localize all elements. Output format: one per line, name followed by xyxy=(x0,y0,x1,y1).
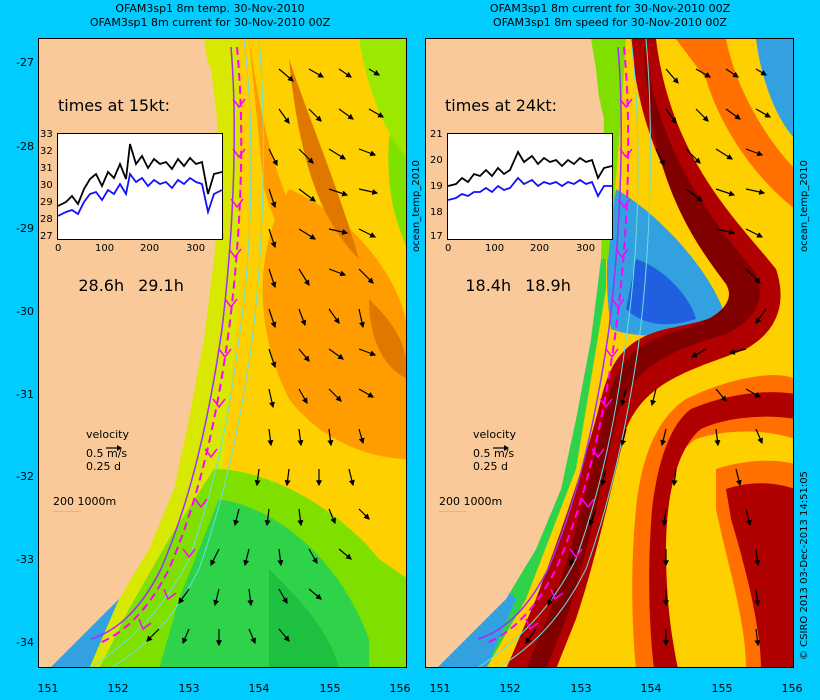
x-label: 154 xyxy=(248,682,270,695)
x-label: 154 xyxy=(640,682,662,695)
velocity-arrow-icon xyxy=(473,441,516,451)
side-label-right-map: ocean_temp_2010 xyxy=(799,160,810,252)
inset-xtick: 300 xyxy=(576,243,596,254)
velocity-arrow-icon xyxy=(86,441,129,451)
inset-ytick: 32 xyxy=(40,146,53,157)
inset-ytick: 27 xyxy=(40,231,53,242)
inset-ytick: 29 xyxy=(40,197,53,208)
right-times-values: 18.4h 18.9h xyxy=(445,256,599,316)
credit-label: © CSIRO 2013 03-Dec-2013 14:51:05 xyxy=(799,471,810,660)
velocity-speed: 0.5 m/s xyxy=(86,447,128,460)
left-contour-legend-line xyxy=(53,511,81,512)
y-label: -33 xyxy=(16,553,34,566)
x-label: 153 xyxy=(178,682,200,695)
left-velocity-legend: velocity 0.5 m/s 0.25 d xyxy=(86,428,129,473)
inset-xtick: 300 xyxy=(186,243,206,254)
right-title: OFAM3sp1 8m current for 30-Nov-2010 00Z … xyxy=(470,2,750,30)
inset-ytick: 19 xyxy=(430,181,443,192)
y-label: -30 xyxy=(16,305,34,318)
right-inset-chart xyxy=(447,133,613,240)
right-contour-legend: 200 1000m xyxy=(439,495,503,508)
y-label: -28 xyxy=(16,140,34,153)
x-label: 152 xyxy=(499,682,521,695)
right-best-value: 18.4h xyxy=(465,276,512,295)
left-times-values: 28.6h 29.1h xyxy=(58,256,212,316)
x-label: 155 xyxy=(319,682,341,695)
right-title-line2: OFAM3sp1 8m speed for 30-Nov-2010 00Z xyxy=(493,16,727,29)
standard-route-line xyxy=(90,46,235,640)
right-inset-plot xyxy=(447,150,613,201)
velocity-arrows xyxy=(146,68,385,647)
right-contour-legend-line xyxy=(439,511,467,512)
right-title-line1: OFAM3sp1 8m current for 30-Nov-2010 00Z xyxy=(489,2,731,15)
left-best-value: 28.6h xyxy=(78,276,125,295)
inset-ytick: 18 xyxy=(430,207,443,218)
inset-xtick: 0 xyxy=(445,243,452,254)
side-label-left-map: ocean_temp_2010 xyxy=(411,160,422,252)
left-contour-legend: 200 1000m xyxy=(53,495,117,508)
inset-ytick: 33 xyxy=(40,129,53,140)
x-label: 151 xyxy=(429,682,451,695)
right-velocity-legend: velocity 0.5 m/s 0.25 d xyxy=(473,428,516,473)
inset-xtick: 200 xyxy=(140,243,160,254)
y-label: -27 xyxy=(16,56,34,69)
left-standard-value: 29.1h xyxy=(138,276,184,295)
inset-ytick: 20 xyxy=(430,155,443,166)
x-label: 151 xyxy=(37,682,59,695)
x-label: 153 xyxy=(570,682,592,695)
left-inset-chart xyxy=(57,133,223,240)
y-label: -32 xyxy=(16,470,34,483)
y-label: -31 xyxy=(16,388,34,401)
velocity-label: velocity xyxy=(473,428,516,441)
x-label: 155 xyxy=(711,682,733,695)
inset-xtick: 0 xyxy=(55,243,62,254)
velocity-label: velocity xyxy=(86,428,129,441)
x-label: 152 xyxy=(107,682,129,695)
inset-ytick: 31 xyxy=(40,163,53,174)
left-inset-plot xyxy=(57,143,223,217)
inset-xtick: 200 xyxy=(530,243,550,254)
inset-xtick: 100 xyxy=(485,243,505,254)
velocity-time: 0.25 d xyxy=(86,460,121,473)
inset-ytick: 21 xyxy=(430,129,443,140)
left-title-line1: OFAM3sp1 8m temp. 30-Nov-2010 xyxy=(115,2,305,15)
inset-xtick: 100 xyxy=(95,243,115,254)
inset-ytick: 28 xyxy=(40,214,53,225)
velocity-speed: 0.5 m/s xyxy=(473,447,515,460)
y-label: -29 xyxy=(16,222,34,235)
left-title: OFAM3sp1 8m temp. 30-Nov-2010 OFAM3sp1 8… xyxy=(80,2,340,30)
inset-ytick: 30 xyxy=(40,180,53,191)
x-label: 156 xyxy=(781,682,803,695)
right-times-heading: times at 24kt: xyxy=(445,96,558,115)
y-label: -34 xyxy=(16,636,34,649)
inset-ytick: 17 xyxy=(430,231,443,242)
left-times-heading: times at 15kt: xyxy=(58,96,171,115)
right-standard-value: 18.9h xyxy=(525,276,571,295)
left-title-line2: OFAM3sp1 8m current for 30-Nov-2010 00Z xyxy=(89,16,331,29)
velocity-time: 0.25 d xyxy=(473,460,508,473)
x-label: 156 xyxy=(389,682,411,695)
